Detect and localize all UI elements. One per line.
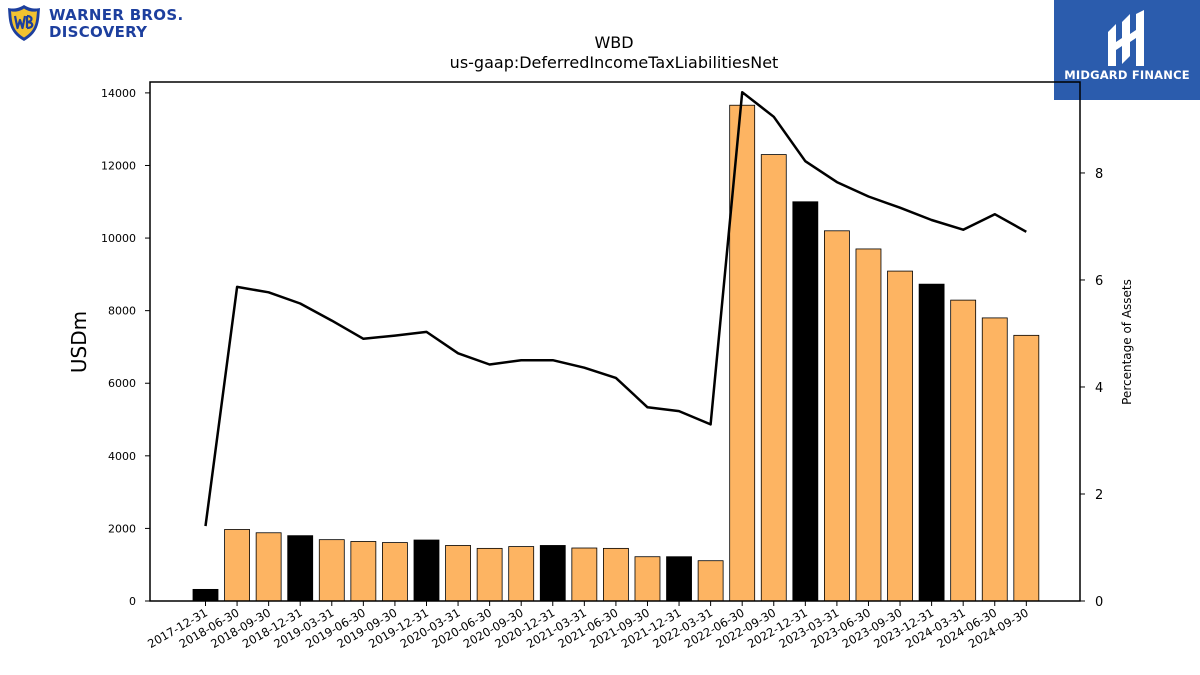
- y2-tick-label: 4: [1095, 381, 1103, 396]
- y-tick-label: 8000: [108, 305, 136, 318]
- midgard-logo-text: MIDGARD FINANCE: [1064, 68, 1190, 82]
- bar-2020-12-31: [539, 545, 566, 602]
- chart-subtitle: us-gaap:DeferredIncomeTaxLiabilitiesNet: [450, 53, 779, 72]
- bar-2019-09-30: [382, 542, 408, 602]
- bar-2018-12-31: [287, 535, 314, 602]
- bar-2023-06-30: [855, 248, 882, 602]
- bar-2019-06-30: [350, 541, 377, 602]
- y-tick-label: 0: [129, 595, 136, 608]
- bar-2022-09-30: [760, 154, 787, 602]
- bar-2018-09-30: [255, 532, 282, 602]
- bar-2022-03-31: [697, 560, 724, 602]
- warner-bros-discovery-logo: WARNER BROS. DISCOVERY: [6, 4, 196, 42]
- percentage-of-assets-line: [204, 90, 1027, 527]
- logo-line-1: WARNER BROS.: [49, 6, 184, 24]
- bar-2024-03-31: [950, 299, 977, 602]
- logo-line-2: DISCOVERY: [49, 23, 148, 41]
- y-axis-label: USDm: [67, 311, 91, 373]
- bar-2017-12-31: [192, 588, 219, 602]
- chart-title: WBD: [594, 33, 633, 52]
- bar-2019-03-31: [318, 539, 345, 602]
- bar-2024-09-30: [1013, 334, 1040, 602]
- y2-tick-label: 6: [1095, 274, 1103, 289]
- bar-2020-06-30: [476, 547, 503, 602]
- y-tick-label: 4000: [108, 450, 136, 463]
- midgard-mark-icon: [1108, 10, 1144, 66]
- bar-2021-06-30: [603, 547, 629, 602]
- bar-2022-12-31: [792, 201, 819, 602]
- y-tick-label: 10000: [101, 232, 136, 245]
- line-series: [204, 90, 1027, 527]
- bar-2021-09-30: [634, 556, 661, 602]
- bar-series: [192, 104, 1040, 602]
- bar-2020-03-31: [445, 545, 471, 602]
- bar-2023-09-30: [887, 270, 913, 602]
- bar-2021-03-31: [571, 547, 598, 602]
- y2-tick-label: 0: [1095, 595, 1103, 610]
- bar-2024-06-30: [981, 317, 1008, 602]
- bar-2018-06-30: [224, 529, 250, 602]
- y2-tick-label: 2: [1095, 488, 1103, 503]
- y-tick-label: 6000: [108, 377, 136, 390]
- y-tick-label: 2000: [108, 522, 136, 535]
- plot-frame: [149, 81, 1081, 602]
- bar-2020-09-30: [508, 546, 535, 602]
- y-tick-label: 12000: [101, 159, 136, 172]
- bar-2023-03-31: [824, 230, 850, 602]
- midgard-finance-logo: MIDGARD FINANCE: [1054, 0, 1200, 100]
- bar-2021-12-31: [666, 556, 692, 602]
- y-tick-label: 14000: [101, 87, 136, 100]
- bar-2019-12-31: [413, 539, 440, 602]
- y2-axis-label: Percentage of Assets: [1120, 279, 1134, 405]
- bar-2023-12-31: [918, 283, 945, 602]
- y2-tick-label: 8: [1095, 167, 1103, 182]
- wb-shield-icon: [8, 5, 40, 41]
